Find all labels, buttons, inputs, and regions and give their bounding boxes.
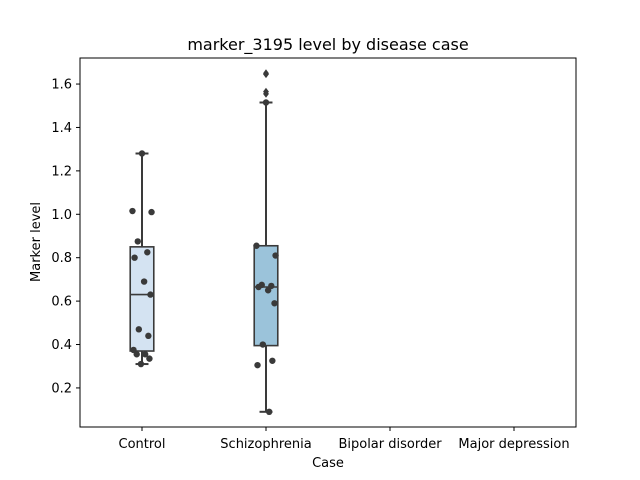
schizophrenia-data-point	[259, 341, 267, 348]
schizophrenia-data-point	[272, 252, 279, 259]
x-tick-label: Control	[119, 437, 166, 452]
plot-area-group	[129, 69, 279, 416]
control-data-point	[144, 249, 151, 256]
control-data-point	[131, 254, 138, 261]
control-data-point	[148, 208, 155, 216]
y-tick-label: 0.8	[51, 251, 72, 266]
y-tick-label: 1.4	[51, 121, 72, 136]
control-data-point	[135, 326, 143, 333]
schizophrenia-data-point	[264, 287, 272, 294]
control-data-point	[141, 351, 149, 358]
y-tick-label: 0.4	[51, 338, 72, 353]
control-data-point	[137, 360, 145, 368]
schizophrenia-data-point	[254, 361, 261, 369]
y-tick-label: 1.6	[51, 78, 72, 93]
control-data-point	[140, 278, 148, 285]
control-data-point	[145, 332, 152, 340]
control-data-point	[133, 351, 140, 358]
control-data-point	[138, 150, 146, 157]
control-box	[129, 246, 155, 352]
schizophrenia-data-point	[262, 99, 270, 106]
y-tick-label: 1.0	[51, 208, 72, 223]
schizophrenia-box	[253, 244, 279, 347]
y-tick-label: 1.2	[51, 164, 72, 179]
control-data-point	[134, 238, 141, 245]
x-tick-label: Bipolar disorder	[338, 437, 442, 452]
x-tick-label: Schizophrenia	[220, 437, 311, 452]
y-axis-label: Marker level	[29, 202, 44, 282]
control-data-point	[129, 207, 136, 215]
schizophrenia-outlier	[263, 70, 269, 79]
y-tick-label: 0.6	[51, 295, 72, 310]
x-axis: Control Schizophrenia Bipolar disorder Majo…	[119, 427, 570, 452]
plot-frame	[79, 57, 577, 428]
schizophrenia-outlier	[263, 89, 269, 98]
schizophrenia-data-point	[255, 283, 262, 291]
chart-title: marker_3195 level by disease case	[187, 35, 468, 55]
control-data-point	[146, 355, 153, 362]
schizophrenia-data-point	[269, 357, 276, 364]
control-data-point	[147, 291, 154, 298]
schizophrenia-data-point	[265, 408, 273, 416]
y-tick-label: 0.2	[51, 381, 72, 396]
y-axis: 0.2 0.4 0.6 0.8 1.0 1.2 1.4 1.6	[51, 78, 80, 396]
schizophrenia-data-point	[271, 300, 278, 307]
x-tick-label: Major depression	[458, 437, 569, 452]
schizophrenia-data-point	[253, 242, 260, 249]
x-axis-label: Case	[312, 456, 344, 471]
